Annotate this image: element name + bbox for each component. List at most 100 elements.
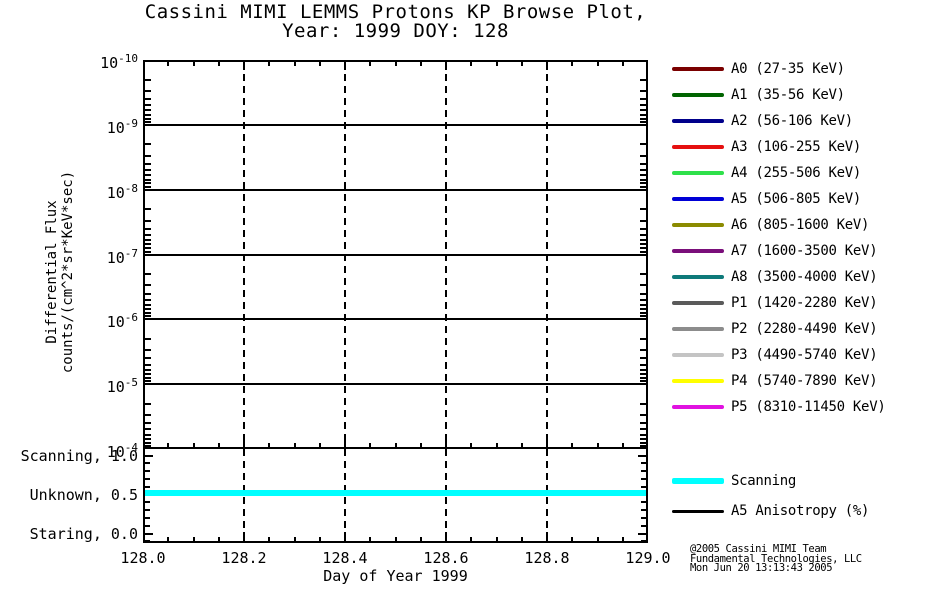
legend-entry-label: Scanning [731, 473, 797, 489]
y-minor-tick-right [640, 233, 646, 236]
mode-tick-right [641, 485, 646, 488]
x-tick-top [419, 62, 422, 66]
x-tick-panel [192, 537, 195, 541]
y-minor-tick-right [640, 315, 646, 318]
y-minor-tick-right [640, 273, 646, 276]
y-minor-tick-left [145, 154, 151, 157]
y-minor-tick-right [640, 169, 646, 172]
x-tick-panel [470, 537, 473, 541]
y-minor-tick-right [640, 414, 646, 417]
y-minor-tick-right [640, 154, 646, 157]
mode-data-line [145, 489, 646, 496]
mode-tick-left [145, 516, 150, 519]
main-flux-plot [143, 60, 648, 449]
y-axis-tick-label: 10-8 [106, 181, 138, 202]
y-minor-tick-left [145, 243, 151, 246]
y-axis-title-line2: counts/(cm^2*sr*KeV*sec) [60, 170, 76, 374]
legend-line-swatch [672, 249, 724, 253]
legend-entry-label: P4 (5740-7890 KeV) [731, 373, 878, 389]
mode-tick-right [641, 477, 646, 480]
mode-tick-right [638, 454, 646, 457]
x-gridline [445, 62, 447, 447]
mode-tick-right [641, 524, 646, 527]
mode-tick-right [641, 501, 646, 504]
legend-entry: A0 (27-35 KeV) [672, 56, 950, 82]
mode-tick-left [145, 477, 150, 480]
y-minor-tick-left [145, 120, 151, 123]
y-minor-tick-left [145, 239, 151, 242]
legend-line-swatch [672, 145, 724, 149]
legend-entry-label: A1 (35-56 KeV) [731, 87, 845, 103]
y-minor-tick-left [145, 219, 151, 222]
x-tick-top [470, 62, 473, 66]
legend-extras: Scanning A5 Anisotropy (%) [672, 466, 950, 526]
plot-title: Cassini MIMI LEMMS Protons KP Browse Plo… [143, 3, 648, 41]
y-minor-tick-left [145, 373, 151, 376]
mode-level-label: Unknown, 0.5 [29, 485, 138, 504]
legend-entry-label: A0 (27-35 KeV) [731, 61, 845, 77]
legend-line-swatch [672, 67, 724, 71]
y-minor-tick-left [145, 349, 151, 352]
x-tick-top [369, 62, 372, 66]
mode-tick-right [641, 540, 646, 543]
mode-tick-left [145, 501, 150, 504]
y-axis-tick-label: 10-9 [106, 116, 138, 137]
x-tick-top [621, 62, 624, 66]
y-minor-tick-right [640, 303, 646, 306]
y-minor-tick-left [145, 402, 151, 405]
y-minor-tick-left [145, 104, 151, 107]
y-minor-tick-left [145, 250, 151, 253]
y-axis-tick-label: 10-10 [100, 52, 138, 72]
y-minor-tick-right [640, 402, 646, 405]
plot-title-line2: Year: 1999 DOY: 128 [282, 20, 509, 42]
y-minor-tick-right [640, 357, 646, 360]
y-minor-tick-left [145, 169, 151, 172]
y-minor-tick-right [640, 239, 646, 242]
mode-tick-right [641, 462, 646, 465]
legend-entry: P4 (5740-7890 KeV) [672, 368, 950, 394]
legend-line-swatch [672, 93, 724, 97]
y-minor-tick-right [640, 445, 646, 448]
y-minor-tick-left [145, 284, 151, 287]
y-minor-tick-right [640, 298, 646, 301]
x-tick-panel [419, 537, 422, 541]
legend-entry: A4 (255-506 KeV) [672, 160, 950, 186]
y-minor-tick-left [145, 357, 151, 360]
legend-line-swatch [672, 301, 724, 305]
x-tick-bottom [596, 443, 599, 447]
mode-tick-left [145, 524, 150, 527]
x-tick-panel [344, 532, 346, 541]
plot-title-line1: Cassini MIMI LEMMS Protons KP Browse Plo… [144, 1, 647, 23]
credit-line2: Fundamental Technologies, LLC [690, 552, 862, 565]
x-axis-tick-label: 128.4 [322, 549, 368, 567]
y-minor-tick-left [145, 227, 151, 230]
y-minor-tick-left [145, 208, 151, 211]
x-tick-bottom [445, 439, 447, 447]
y-minor-tick-right [640, 78, 646, 81]
x-tick-bottom [167, 443, 170, 447]
mode-tick-left [145, 540, 150, 543]
credit-line1: @2005 Cassini MIMI Team [690, 543, 827, 555]
x-tick-top [546, 62, 548, 70]
mode-panel-plot [143, 449, 648, 543]
y-minor-tick-right [640, 104, 646, 107]
x-tick-bottom [571, 443, 574, 447]
y-minor-tick-left [145, 337, 151, 340]
y-gridline [145, 188, 646, 191]
x-tick-panel [546, 532, 548, 541]
x-tick-top [318, 62, 321, 66]
y-minor-tick-left [145, 233, 151, 236]
y-minor-tick-left [145, 312, 151, 315]
legend-channels: A0 (27-35 KeV) A1 (35-56 KeV) A2 (56-106 K… [672, 56, 950, 420]
y-minor-tick-right [640, 380, 646, 383]
x-tick-top [571, 62, 574, 66]
x-tick-top [243, 62, 245, 70]
y-minor-tick-left [145, 368, 151, 371]
y-minor-tick-left [145, 303, 151, 306]
y-minor-tick-left [145, 445, 151, 448]
y-minor-tick-right [640, 178, 646, 181]
legend-line-swatch [672, 379, 724, 383]
y-minor-tick-right [640, 308, 646, 311]
y-minor-tick-right [640, 368, 646, 371]
y-minor-tick-left [145, 298, 151, 301]
